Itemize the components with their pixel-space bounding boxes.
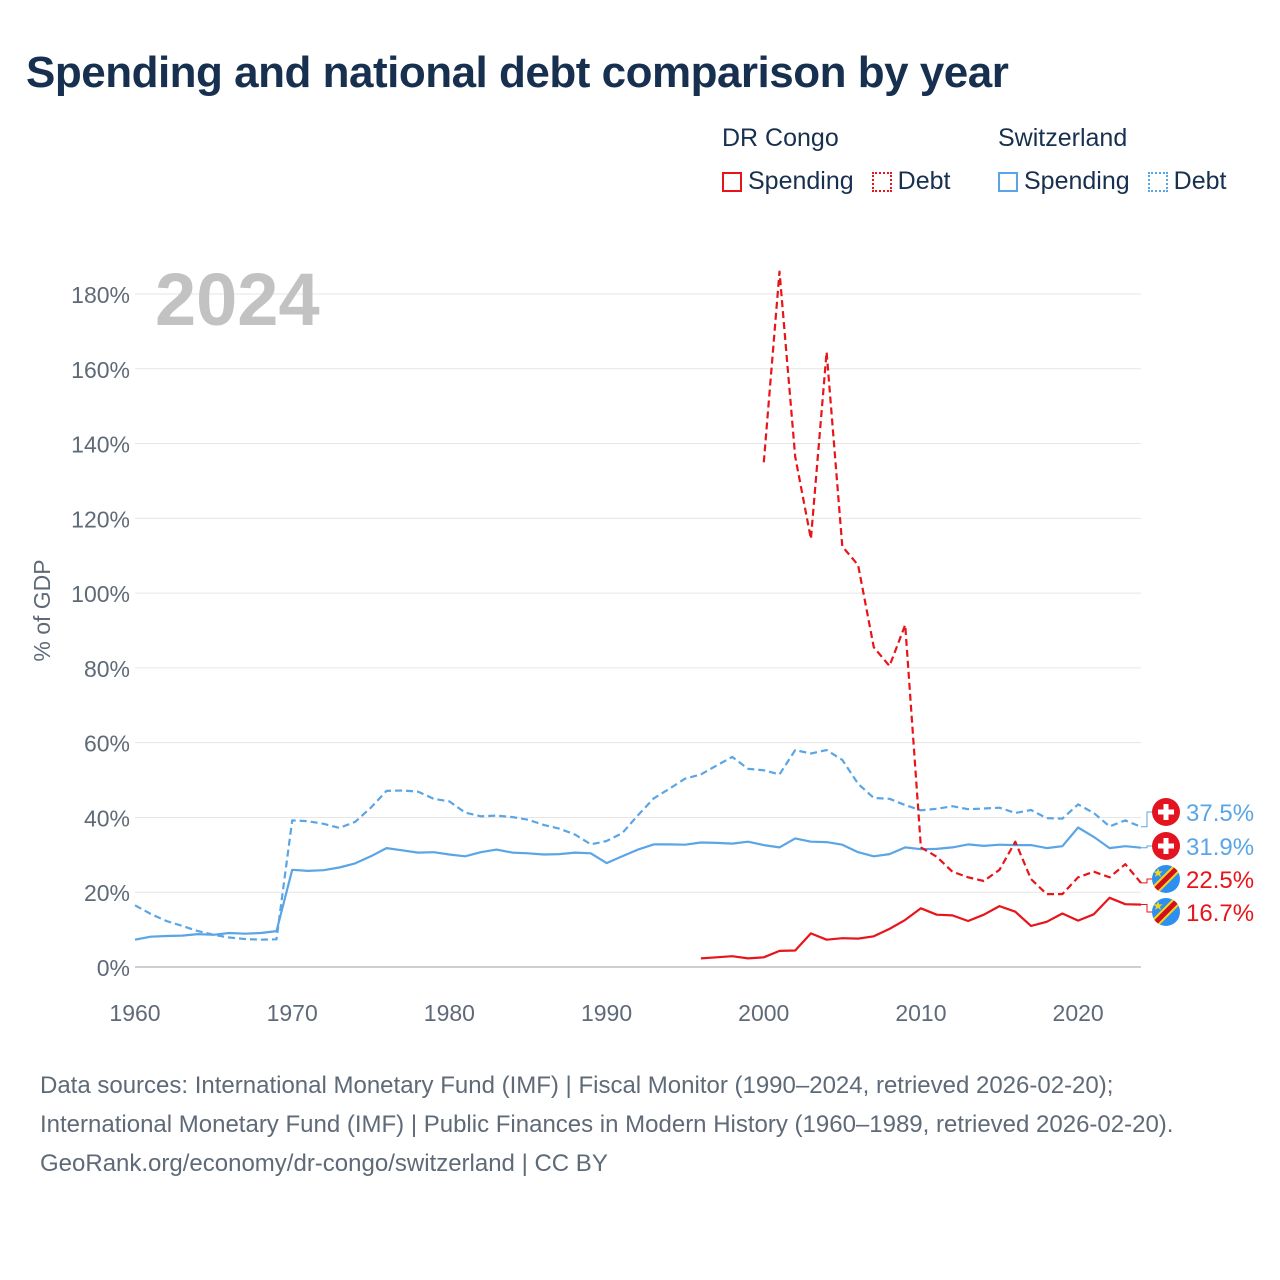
year-label: 2024 [155, 258, 320, 341]
switzerland-flag-icon [1152, 798, 1180, 826]
flag-cross-horizontal [1158, 843, 1174, 849]
flag-body [1152, 898, 1180, 926]
x-tick-label: 2000 [738, 1000, 789, 1026]
end-label-leader [1141, 811, 1153, 828]
series-line-dr-congo-debt [762, 270, 1142, 896]
x-tick-label: 1960 [109, 1000, 160, 1026]
flag-cross-horizontal [1158, 809, 1174, 815]
legend-swatch-dotted [1147, 171, 1168, 192]
switzerland-flag-icon [1152, 832, 1180, 860]
end-value-label: 22.5% [1186, 867, 1254, 894]
y-tick-label: 20% [84, 880, 130, 906]
line-chart: 0% 20% 40% 60% 80% 100% 120% 140% 160% 180% 1960 19… [29, 258, 1254, 1026]
legend-swatch-solid [998, 171, 1018, 192]
x-tick-label: 1970 [267, 1000, 318, 1026]
dr-congo-flag-icon [1152, 865, 1180, 893]
legend-label: Spending [748, 167, 854, 195]
legend-group-dr-congo: DR Congo Spending Debt [722, 124, 968, 196]
series-line-switzerland-spending [134, 826, 1142, 941]
flag-body [1152, 865, 1180, 893]
x-tick-label: 2020 [1053, 1000, 1104, 1026]
y-tick-label: 100% [71, 581, 130, 607]
legend-head-switzerland: Switzerland [998, 124, 1128, 152]
end-label-leader [1141, 878, 1153, 884]
y-tick-label: 0% [97, 955, 130, 981]
x-tick-label: 2010 [895, 1000, 946, 1026]
end-label-leader [1141, 904, 1153, 913]
legend-group-switzerland: Switzerland Spending Debt [998, 124, 1244, 196]
y-axis-label: % of GDP [29, 559, 55, 661]
legend-item-dr-congo-spending[interactable]: Spending [722, 167, 854, 196]
legend-item-switzerland-debt[interactable]: Debt [1147, 167, 1227, 196]
y-tick-label: 120% [71, 506, 130, 532]
end-value-label: 37.5% [1186, 800, 1254, 827]
flag-star [1153, 868, 1163, 877]
end-value-label: 16.7% [1186, 900, 1254, 927]
y-tick-label: 160% [71, 357, 130, 383]
x-tick-label: 1980 [424, 1000, 475, 1026]
legend-label: Debt [897, 167, 951, 195]
end-value-label: 31.9% [1186, 834, 1254, 861]
y-tick-label: 60% [84, 731, 130, 757]
dr-congo-flag-icon [1152, 898, 1180, 926]
legend-swatch-dotted [871, 171, 892, 192]
footer: Data sources: International Monetary Fun… [40, 1066, 1240, 1183]
series-line-dr-congo-spending [700, 896, 1142, 960]
legend-swatch-solid [722, 171, 742, 192]
chart-title: Spending and national debt comparison by… [26, 48, 1009, 97]
y-tick-label: 140% [71, 432, 130, 458]
series-line-switzerland-debt [134, 748, 1142, 941]
legend-item-dr-congo-debt[interactable]: Debt [871, 167, 951, 196]
legend-label: Debt [1173, 167, 1227, 195]
data-sources: Data sources: International Monetary Fun… [40, 1072, 1174, 1138]
x-tick-label: 1990 [581, 1000, 632, 1026]
flag-star [1153, 901, 1163, 910]
legend-label: Spending [1024, 167, 1130, 195]
y-tick-label: 40% [84, 805, 130, 831]
y-tick-label: 80% [84, 656, 130, 682]
source-url[interactable]: GeoRank.org/economy/dr-congo/switzerland… [40, 1150, 608, 1177]
y-tick-label: 180% [71, 282, 130, 308]
legend-item-switzerland-spending[interactable]: Spending [998, 167, 1130, 196]
legend-head-dr-congo: DR Congo [722, 124, 839, 152]
end-label-leader [1141, 845, 1153, 849]
